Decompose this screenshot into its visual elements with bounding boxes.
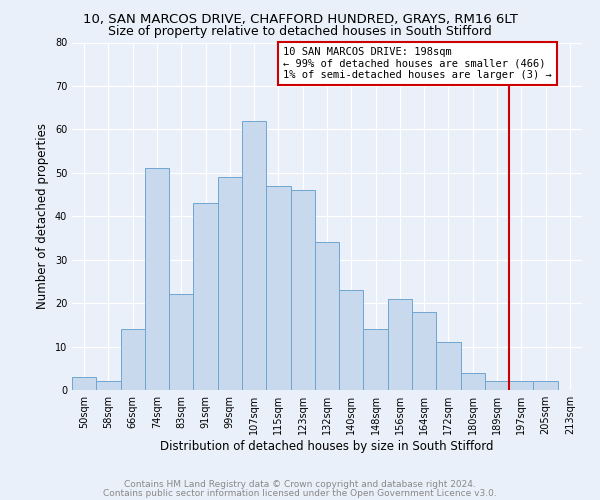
- Bar: [461, 372, 485, 390]
- Bar: [436, 342, 461, 390]
- Text: 10, SAN MARCOS DRIVE, CHAFFORD HUNDRED, GRAYS, RM16 6LT: 10, SAN MARCOS DRIVE, CHAFFORD HUNDRED, …: [83, 12, 517, 26]
- Text: Contains HM Land Registry data © Crown copyright and database right 2024.: Contains HM Land Registry data © Crown c…: [124, 480, 476, 489]
- Bar: [96, 382, 121, 390]
- Bar: [339, 290, 364, 390]
- Bar: [121, 329, 145, 390]
- Bar: [533, 382, 558, 390]
- Bar: [290, 190, 315, 390]
- Bar: [364, 329, 388, 390]
- Text: Contains public sector information licensed under the Open Government Licence v3: Contains public sector information licen…: [103, 488, 497, 498]
- Bar: [509, 382, 533, 390]
- Bar: [315, 242, 339, 390]
- Bar: [193, 203, 218, 390]
- Bar: [169, 294, 193, 390]
- Bar: [218, 177, 242, 390]
- Bar: [266, 186, 290, 390]
- Bar: [242, 120, 266, 390]
- Text: 10 SAN MARCOS DRIVE: 198sqm
← 99% of detached houses are smaller (466)
1% of sem: 10 SAN MARCOS DRIVE: 198sqm ← 99% of det…: [283, 47, 552, 80]
- Bar: [412, 312, 436, 390]
- Y-axis label: Number of detached properties: Number of detached properties: [36, 123, 49, 309]
- Bar: [145, 168, 169, 390]
- Bar: [72, 377, 96, 390]
- Text: Size of property relative to detached houses in South Stifford: Size of property relative to detached ho…: [108, 25, 492, 38]
- X-axis label: Distribution of detached houses by size in South Stifford: Distribution of detached houses by size …: [160, 440, 494, 453]
- Bar: [485, 382, 509, 390]
- Bar: [388, 299, 412, 390]
